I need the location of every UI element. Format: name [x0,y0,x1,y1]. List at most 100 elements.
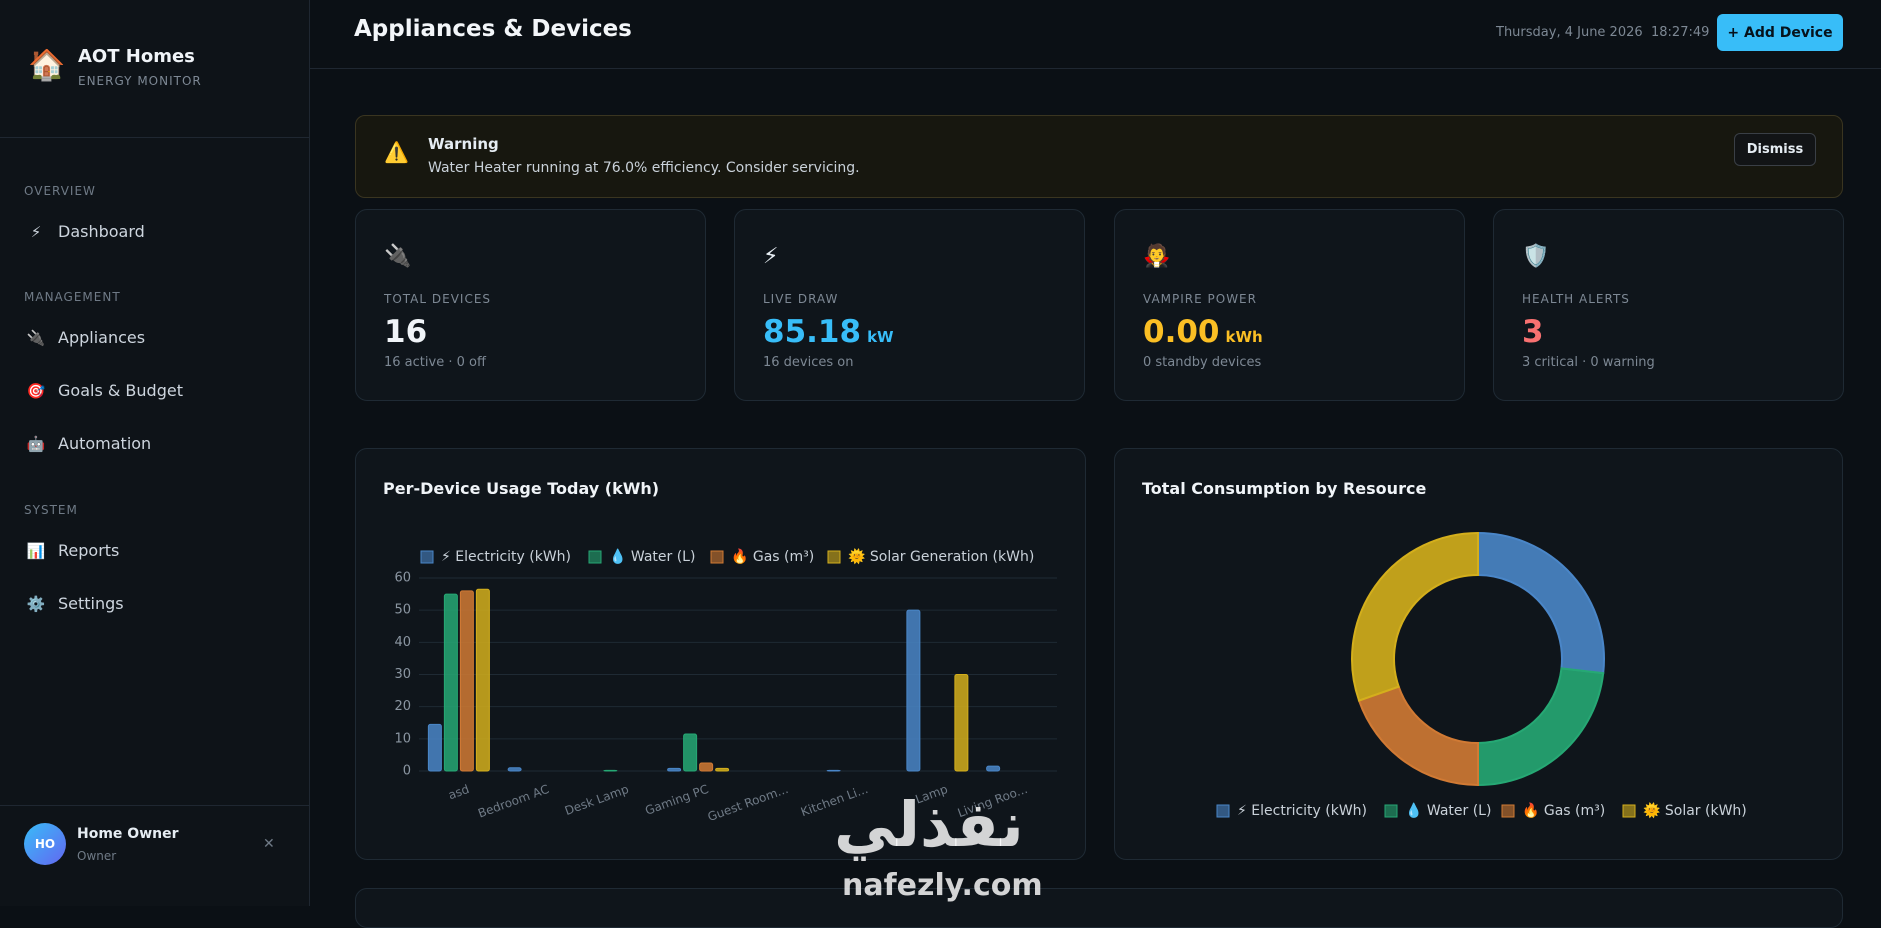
bar [906,609,921,772]
legend-label: 💧 Water (L) [1405,802,1491,819]
stat-sub: 3 critical · 0 warning [1522,355,1655,370]
nav-label: Appliances [58,328,146,347]
page-title: Appliances & Devices [354,16,632,42]
nav-item[interactable]: 🤖 Automation [26,434,152,453]
stat-card: 🔌 TOTAL DEVICES 16 16 active · 0 off [355,209,706,401]
stat-card: 🛡️ HEALTH ALERTS 3 3 critical · 0 warning [1493,209,1844,401]
stat-icon: 🧛 [1143,244,1171,269]
x-tick-label: Bedroom AC [476,782,551,821]
stat-sub: 16 active · 0 off [384,355,486,370]
chart-card: Per-Device Usage Today (kWh) 0 10 20 30 40 50… [355,448,1086,860]
legend-swatch [1384,804,1398,818]
nav-item[interactable]: ⚙️ Settings [26,594,124,613]
stat-icon: ⚡ [763,244,779,269]
stat-label: TOTAL DEVICES [384,292,492,306]
doughnut-segment [1477,667,1605,787]
stat-unit: kWh [1225,328,1263,346]
stat-label: HEALTH ALERTS [1522,292,1630,306]
nav-item[interactable]: 🎯 Goals & Budget [26,381,183,400]
bar [683,733,698,772]
time: 18:27:49 [1651,25,1710,40]
y-tick-label: 0 [403,764,411,779]
add-device-button[interactable]: + Add Device [1717,14,1843,51]
stat-value: 16 [384,314,428,350]
legend-swatch [1501,804,1515,818]
alert-icon: ⚠️ [384,140,409,164]
stat-card: ⚡ LIVE DRAW 85.18 kW 16 devices on [734,209,1085,401]
chart-title: Per-Device Usage Today (kWh) [383,479,660,498]
nav-section: SYSTEM [24,503,78,517]
divider [0,805,309,806]
stat-card: 🧛 VAMPIRE POWER 0.00 kWh 0 standby devices [1114,209,1465,401]
nav-item[interactable]: 📊 Reports [26,541,120,560]
legend-label: 🔥 Gas (m³) [731,548,814,565]
nav-section: MANAGEMENT [24,290,121,304]
legend-label: ⚡ Electricity (kWh) [1237,803,1367,819]
legend-swatch [1216,804,1230,818]
legend-label: 🔥 Gas (m³) [1522,802,1605,819]
nav-label: Dashboard [58,222,145,241]
legend-swatch [588,550,602,564]
y-tick-label: 40 [394,635,411,650]
stat-label: VAMPIRE POWER [1143,292,1257,306]
bar [667,767,682,772]
stat-value-row: 3 [1522,314,1544,350]
stat-label: LIVE DRAW [763,292,839,306]
x-tick-label: Gaming PC [643,782,710,818]
y-tick-label: 60 [394,571,411,586]
warning-alert: ⚠️ Warning Water Heater running at 76.0%… [355,115,1843,198]
y-tick-label: 50 [394,603,411,618]
chart-title: Total Consumption by Resource [1142,479,1427,498]
stat-unit: kW [867,328,894,346]
tagline: ENERGY MONITOR [78,74,202,88]
alert-title: Warning [428,135,499,153]
x-tick-label: Guest Room... [706,782,790,824]
doughnut-segment [1477,531,1605,675]
legend-swatch [1622,804,1636,818]
bar [459,590,474,772]
x-tick-label: asd [446,782,471,802]
legend-swatch [710,550,724,564]
bar [986,765,1001,772]
legend-swatch [827,550,841,564]
stat-value: 85.18 [763,314,862,350]
x-tick-label: Lamp [913,782,949,807]
nav-icon: 🎯 [26,381,46,400]
x-tick-label: Kitchen Li... [799,782,870,819]
doughnut-segment [1351,531,1479,702]
y-tick-label: 20 [394,699,411,714]
bar [443,593,458,772]
nav-icon: ⚡ [30,222,42,241]
stat-value-row: 85.18 kW [763,314,894,350]
y-tick-label: 30 [394,667,411,682]
nav-icon: 📊 [26,541,46,560]
stat-value: 3 [1522,314,1544,350]
stat-sub: 16 devices on [763,355,854,370]
alert-message: Water Heater running at 76.0% efficiency… [428,160,860,176]
x-tick-label: Living Roo... [956,782,1030,820]
dismiss-button[interactable]: Dismiss [1734,133,1816,166]
legend-label: 🌞 Solar (kWh) [1643,801,1747,819]
stat-icon: 🛡️ [1522,244,1550,269]
legend-label: 🌞 Solar Generation (kWh) [848,547,1034,565]
nav-item[interactable]: ⚡ Dashboard [26,222,145,241]
legend-label: 💧 Water (L) [609,548,695,565]
user-role: Owner [77,849,117,863]
doughnut-chart: ⚡ Electricity (kWh) 💧 Water (L) 🔥 Gas (m³)… [1216,531,1747,819]
nav-label: Goals & Budget [58,381,183,400]
stat-value-row: 0.00 kWh [1143,314,1263,350]
nav-item[interactable]: 🔌 Appliances [26,328,145,347]
x-tick-label: Desk Lamp [563,782,631,818]
nav-label: Reports [58,541,120,560]
user-name: Home Owner [77,826,179,842]
nav-icon: 🤖 [26,434,46,453]
bar [507,767,522,772]
nav-section: OVERVIEW [24,184,96,198]
nav-label: Automation [58,434,152,453]
legend-label: ⚡ Electricity (kWh) [441,549,571,565]
nav-icon: ⚙️ [26,594,46,613]
bar [826,769,841,772]
logout-button[interactable]: ✕ [263,836,275,852]
nav-label: Settings [58,594,124,613]
